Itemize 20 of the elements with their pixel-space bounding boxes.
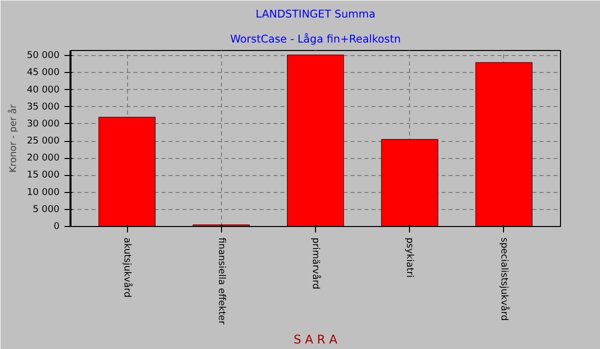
x-tick-label: psykiatri xyxy=(404,238,416,278)
y-axis-title: Kronor - per år xyxy=(6,104,19,173)
y-tick-label: 40 000 xyxy=(26,84,60,96)
y-tick-label: 5 000 xyxy=(32,204,60,215)
y-tick-label: 35 000 xyxy=(26,101,60,112)
y-tick-label: 30 000 xyxy=(26,118,60,130)
chart-title: LANDSTINGET Summa xyxy=(256,8,376,20)
x-tick-label: primärvård xyxy=(310,238,322,290)
x-axis-title: S A R A xyxy=(294,332,338,347)
y-tick-label: 20 000 xyxy=(26,152,60,164)
y-tick-label: 15 000 xyxy=(26,170,60,181)
y-tick-label: 0 xyxy=(54,221,60,232)
y-tick-label: 45 000 xyxy=(26,67,60,78)
y-tick-label: 25 000 xyxy=(26,136,60,147)
y-tick-label: 10 000 xyxy=(26,186,60,198)
y-tick-label: 50 000 xyxy=(26,50,60,62)
x-tick-label: finansiella effekter xyxy=(216,238,227,325)
x-tick-label: akutsjukvård xyxy=(122,238,134,298)
x-tick-label: specialistsjukvård xyxy=(498,238,510,321)
chart-subtitle: WorstCase - Låga fin+Realkostn xyxy=(230,32,401,46)
